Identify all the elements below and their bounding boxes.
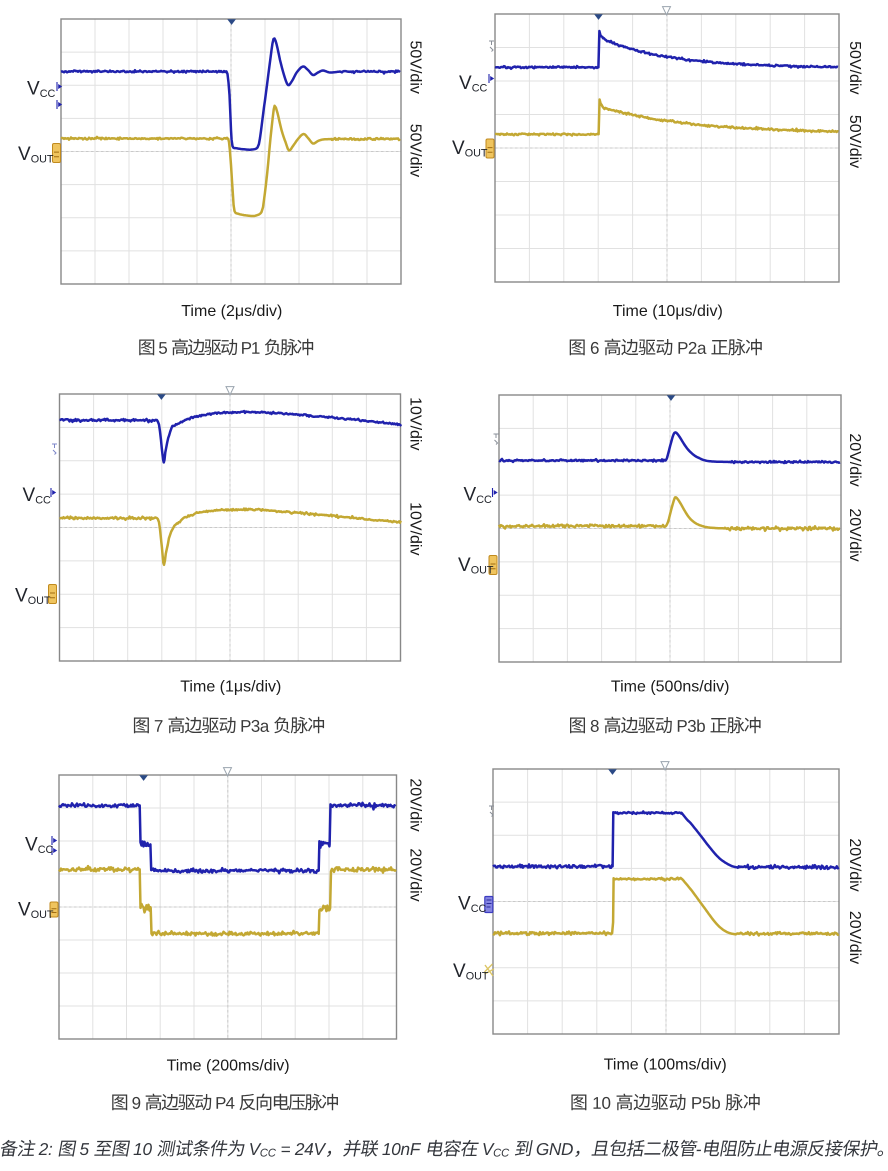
svg-text:50V/div: 50V/div [407, 41, 424, 94]
svg-text:Time (100ms/div): Time (100ms/div) [604, 1057, 727, 1074]
svg-text:10V/div: 10V/div [407, 502, 424, 555]
svg-text:20V/div: 20V/div [846, 911, 863, 964]
svg-text:VOUT: VOUT [18, 144, 54, 166]
svg-text:VCC: VCC [464, 485, 492, 507]
svg-text:Time (2μs/div): Time (2μs/div) [181, 303, 282, 320]
svg-text:VCC: VCC [25, 835, 53, 857]
svg-text:VCC: VCC [459, 73, 487, 95]
svg-text:20V/div: 20V/div [846, 433, 863, 486]
svg-text:VOUT: VOUT [452, 138, 488, 160]
svg-text:20V/div: 20V/div [846, 508, 863, 561]
svg-text:10V/div: 10V/div [407, 397, 424, 450]
svg-text:Time (500ns/div): Time (500ns/div) [611, 679, 730, 696]
svg-text:VOUT: VOUT [18, 900, 54, 922]
svg-text:VOUT: VOUT [15, 586, 51, 608]
svg-text:20V/div: 20V/div [407, 778, 424, 831]
svg-text:VCC: VCC [27, 79, 55, 101]
svg-text:Time (1μs/div): Time (1μs/div) [180, 679, 281, 696]
svg-text:VCC: VCC [23, 485, 51, 507]
svg-text:Time (200ms/div): Time (200ms/div) [167, 1057, 290, 1074]
svg-text:50V/div: 50V/div [846, 41, 863, 94]
svg-text:VOUT: VOUT [453, 961, 489, 983]
svg-text:20V/div: 20V/div [846, 838, 863, 891]
svg-text:50V/div: 50V/div [846, 115, 863, 168]
svg-text:20V/div: 20V/div [407, 848, 424, 901]
svg-text:Time (10μs/div): Time (10μs/div) [613, 303, 723, 320]
svg-text:VCC: VCC [458, 894, 486, 916]
svg-text:50V/div: 50V/div [407, 124, 424, 177]
